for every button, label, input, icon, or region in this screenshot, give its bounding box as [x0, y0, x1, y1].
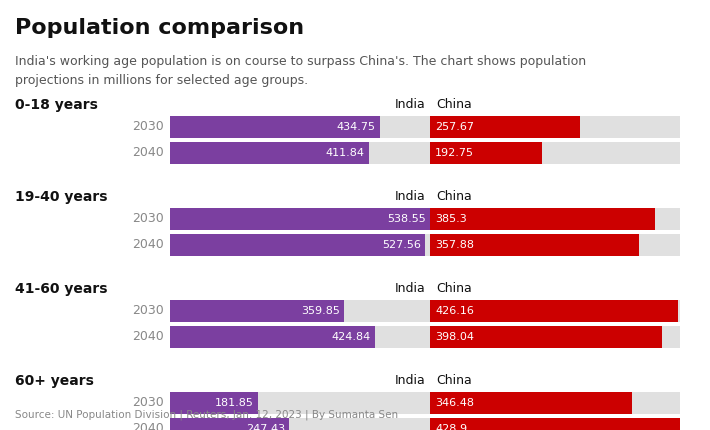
Bar	[170, 392, 258, 414]
Text: 527.56: 527.56	[382, 240, 421, 250]
Text: India: India	[395, 190, 426, 203]
Bar	[170, 208, 680, 230]
Text: 2030: 2030	[132, 304, 164, 317]
Bar	[170, 326, 375, 348]
Text: 60+ years: 60+ years	[15, 374, 94, 388]
Text: Source: UN Population Division | Reuters, Jan. 12, 2023 | By Sumanta Sen: Source: UN Population Division | Reuters…	[15, 409, 398, 420]
Text: China: China	[436, 374, 471, 387]
Text: China: China	[436, 190, 471, 203]
Text: 434.75: 434.75	[337, 122, 376, 132]
Text: 426.16: 426.16	[435, 306, 474, 316]
Bar	[170, 116, 680, 138]
Bar	[430, 142, 542, 164]
Bar	[430, 326, 662, 348]
Bar	[170, 142, 680, 164]
Bar	[170, 326, 680, 348]
Text: 411.84: 411.84	[326, 148, 365, 158]
Text: India: India	[395, 282, 426, 295]
Bar	[170, 418, 290, 430]
Bar	[170, 208, 430, 230]
Text: 346.48: 346.48	[435, 398, 474, 408]
Text: 181.85: 181.85	[215, 398, 253, 408]
Bar	[170, 418, 680, 430]
Text: 424.84: 424.84	[332, 332, 371, 342]
Text: 192.75: 192.75	[435, 148, 474, 158]
Text: 247.43: 247.43	[246, 424, 285, 430]
Bar	[430, 116, 580, 138]
Bar	[170, 142, 368, 164]
Text: 398.04: 398.04	[435, 332, 474, 342]
Text: Population comparison: Population comparison	[15, 18, 304, 38]
Text: 2040: 2040	[132, 239, 164, 252]
Text: 2030: 2030	[132, 212, 164, 225]
Bar	[430, 418, 680, 430]
Bar	[430, 392, 632, 414]
Bar	[170, 392, 680, 414]
Bar	[430, 208, 655, 230]
Text: 2040: 2040	[132, 331, 164, 344]
Bar	[430, 234, 638, 256]
Text: 2030: 2030	[132, 120, 164, 133]
Text: China: China	[436, 98, 471, 111]
Text: India's working age population is on course to surpass China's. The chart shows : India's working age population is on cou…	[15, 55, 586, 87]
Text: 2040: 2040	[132, 423, 164, 430]
Text: 385.3: 385.3	[435, 214, 466, 224]
Bar	[170, 234, 680, 256]
Text: 428.9: 428.9	[435, 424, 467, 430]
Bar	[430, 300, 678, 322]
Text: 357.88: 357.88	[435, 240, 474, 250]
Text: 538.55: 538.55	[387, 214, 426, 224]
Bar	[170, 234, 425, 256]
Text: 2030: 2030	[132, 396, 164, 409]
Text: China: China	[436, 282, 471, 295]
Text: 41-60 years: 41-60 years	[15, 282, 107, 296]
Text: India: India	[395, 98, 426, 111]
Text: 2040: 2040	[132, 147, 164, 160]
Bar	[170, 116, 380, 138]
Text: 359.85: 359.85	[301, 306, 339, 316]
Bar	[170, 300, 344, 322]
Bar	[170, 300, 680, 322]
Text: 19-40 years: 19-40 years	[15, 190, 107, 204]
Text: 257.67: 257.67	[435, 122, 474, 132]
Text: 0-18 years: 0-18 years	[15, 98, 98, 112]
Text: India: India	[395, 374, 426, 387]
